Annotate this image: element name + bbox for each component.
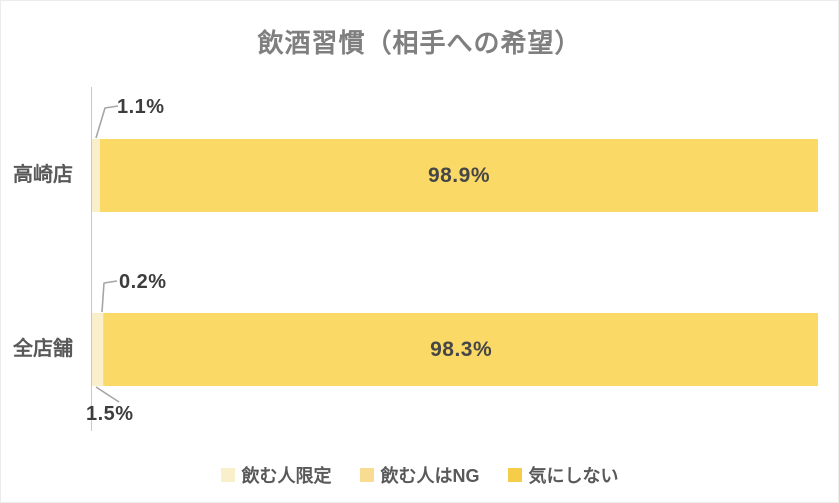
legend-label-ki-ni-shinai: 気にしない bbox=[528, 466, 619, 486]
legend-swatch-nomu-gentei bbox=[220, 468, 235, 482]
callout-label-zentenpo-limited: 1.5% bbox=[86, 403, 134, 425]
legend-label-nomu-gentei: 飲む人限定 bbox=[241, 466, 332, 486]
legend-item-nomu-ng: 飲む人はNG bbox=[359, 462, 480, 488]
bar-zentenpo: 98.3% bbox=[92, 313, 818, 386]
legend-swatch-nomu-ng bbox=[359, 468, 374, 482]
segment-takasaki-nomu-gentei bbox=[92, 139, 100, 212]
segment-zentenpo-nomu-ng bbox=[102, 313, 105, 386]
legend-item-ki-ni-shinai: 気にしない bbox=[507, 462, 619, 488]
legend: 飲む人限定 飲む人はNG 気にしない bbox=[1, 462, 838, 488]
segment-zentenpo-nomu-gentei bbox=[92, 313, 103, 386]
leader-line-zentenpo-limited bbox=[95, 386, 120, 403]
data-label-zentenpo-main: 98.3% bbox=[430, 337, 493, 361]
segment-zentenpo-ki-ni-shinai: 98.3% bbox=[104, 313, 818, 386]
bar-takasaki: 98.9% bbox=[92, 139, 818, 212]
category-label-zentenpo: 全店舗 bbox=[13, 338, 73, 360]
legend-item-nomu-gentei: 飲む人限定 bbox=[220, 462, 332, 488]
legend-swatch-ki-ni-shinai bbox=[507, 468, 522, 482]
legend-label-nomu-ng: 飲む人はNG bbox=[380, 466, 480, 486]
segment-takasaki-ki-ni-shinai: 98.9% bbox=[99, 139, 818, 212]
y-axis-line bbox=[91, 87, 92, 431]
leader-line-takasaki-limited bbox=[95, 105, 119, 139]
leader-line-zentenpo-ng bbox=[101, 280, 118, 313]
chart-title: 飲酒習慣（相手への希望） bbox=[257, 28, 582, 58]
callout-label-takasaki-limited: 1.1% bbox=[117, 96, 165, 118]
callout-label-zentenpo-ng: 0.2% bbox=[119, 271, 167, 293]
category-label-takasaki: 高崎店 bbox=[13, 164, 73, 186]
data-label-takasaki-main: 98.9% bbox=[427, 163, 490, 187]
